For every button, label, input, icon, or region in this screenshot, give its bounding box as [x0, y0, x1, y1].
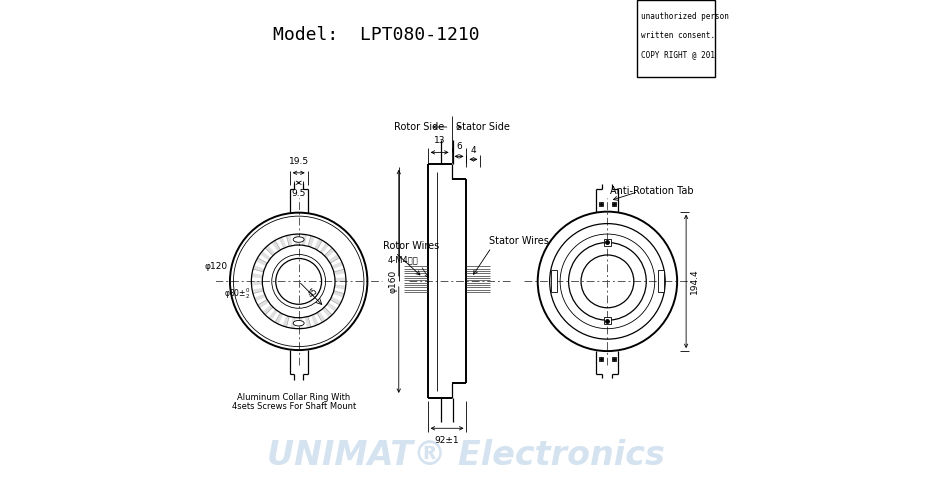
Wedge shape — [335, 277, 346, 281]
Text: 13: 13 — [434, 136, 445, 145]
Wedge shape — [294, 234, 299, 245]
Wedge shape — [275, 313, 283, 324]
Bar — [604, 317, 611, 324]
Wedge shape — [319, 243, 329, 253]
Text: 4sets Screws For Shaft Mount: 4sets Screws For Shaft Mount — [232, 402, 356, 411]
Wedge shape — [268, 309, 277, 320]
Text: 9.5: 9.5 — [291, 189, 306, 198]
Wedge shape — [265, 245, 276, 255]
Wedge shape — [260, 251, 271, 260]
Text: 194.4: 194.4 — [690, 268, 698, 294]
Wedge shape — [327, 302, 337, 312]
Wedge shape — [332, 291, 344, 297]
Text: Aluminum Collar Ring With: Aluminum Collar Ring With — [237, 393, 350, 402]
Bar — [550, 270, 557, 292]
Text: 92±1: 92±1 — [435, 436, 459, 445]
Text: unauthorized person: unauthorized person — [641, 12, 729, 21]
Wedge shape — [329, 254, 340, 263]
Text: Model:  LPT080-1210: Model: LPT080-1210 — [273, 26, 479, 44]
Ellipse shape — [293, 237, 304, 242]
Text: Stator Wires: Stator Wires — [489, 236, 548, 246]
Bar — [599, 357, 603, 361]
Bar — [604, 239, 611, 246]
Wedge shape — [287, 235, 292, 246]
Bar — [658, 270, 664, 292]
Wedge shape — [299, 318, 303, 329]
Text: 4-M4均布: 4-M4均布 — [388, 255, 419, 264]
Bar — [599, 202, 603, 206]
Wedge shape — [253, 265, 264, 272]
Ellipse shape — [293, 321, 304, 326]
Bar — [638, 0, 714, 77]
Wedge shape — [317, 311, 326, 322]
Wedge shape — [331, 261, 344, 269]
Text: Rotor Side: Rotor Side — [394, 122, 444, 132]
Wedge shape — [314, 239, 322, 250]
Wedge shape — [311, 314, 318, 326]
Wedge shape — [263, 305, 273, 315]
Wedge shape — [272, 241, 280, 251]
Text: Rotor Wires: Rotor Wires — [383, 241, 439, 251]
Wedge shape — [302, 234, 307, 246]
Wedge shape — [251, 273, 263, 278]
Wedge shape — [256, 258, 267, 266]
Wedge shape — [278, 237, 286, 249]
Text: 45: 45 — [307, 286, 320, 299]
Wedge shape — [334, 269, 345, 275]
Bar — [612, 202, 616, 206]
Wedge shape — [251, 281, 263, 285]
Wedge shape — [282, 316, 290, 327]
Wedge shape — [254, 294, 265, 301]
Wedge shape — [331, 297, 342, 305]
Bar — [612, 357, 616, 361]
Wedge shape — [252, 288, 263, 294]
Wedge shape — [290, 317, 295, 329]
Wedge shape — [324, 248, 335, 258]
Wedge shape — [322, 307, 332, 318]
Text: 19.5: 19.5 — [289, 157, 309, 166]
Wedge shape — [258, 300, 269, 308]
Text: Stator Side: Stator Side — [455, 122, 509, 132]
Text: Anti-Rotation Tab: Anti-Rotation Tab — [611, 186, 695, 196]
Wedge shape — [308, 236, 315, 247]
Text: 4: 4 — [471, 146, 477, 155]
Text: φ80±$^0_2$: φ80±$^0_2$ — [224, 286, 250, 301]
Wedge shape — [305, 317, 311, 328]
Text: COPY RIGHT @ 201: COPY RIGHT @ 201 — [641, 50, 715, 59]
Text: written consent.: written consent. — [641, 31, 715, 40]
Text: 6: 6 — [456, 142, 462, 151]
Wedge shape — [334, 284, 345, 289]
Text: UNIMAT® Electronics: UNIMAT® Electronics — [266, 439, 665, 472]
Text: φ160: φ160 — [388, 270, 398, 293]
Text: φ120: φ120 — [204, 262, 227, 271]
